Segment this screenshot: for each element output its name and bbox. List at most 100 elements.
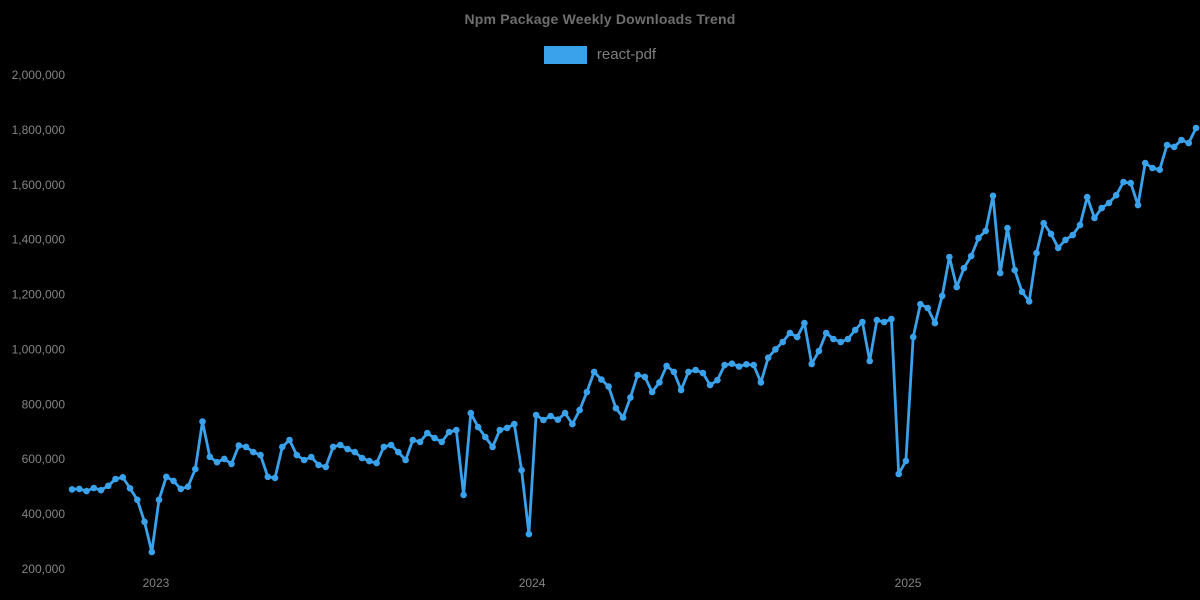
data-point[interactable] xyxy=(554,416,562,424)
data-point[interactable] xyxy=(627,394,634,401)
data-point[interactable] xyxy=(1170,143,1178,151)
data-point[interactable] xyxy=(163,473,170,481)
data-point[interactable] xyxy=(1062,236,1069,244)
data-point[interactable] xyxy=(1178,136,1185,144)
data-point[interactable] xyxy=(344,445,351,453)
data-point[interactable] xyxy=(90,484,98,492)
data-point[interactable] xyxy=(699,369,707,377)
data-point[interactable] xyxy=(902,457,910,465)
data-point[interactable] xyxy=(859,318,866,326)
data-point[interactable] xyxy=(235,442,243,449)
data-point[interactable] xyxy=(380,443,388,451)
data-point[interactable] xyxy=(1091,214,1098,222)
data-point[interactable] xyxy=(76,485,83,493)
data-point[interactable] xyxy=(1185,139,1192,147)
data-point[interactable] xyxy=(206,453,214,461)
data-point[interactable] xyxy=(1047,230,1055,238)
data-point[interactable] xyxy=(641,373,649,381)
data-point[interactable] xyxy=(402,456,409,464)
data-point[interactable] xyxy=(213,458,221,466)
data-point[interactable] xyxy=(489,443,496,451)
data-point[interactable] xyxy=(612,404,620,412)
data-point[interactable] xyxy=(634,371,641,379)
data-point[interactable] xyxy=(177,485,185,493)
data-point[interactable] xyxy=(830,335,837,343)
data-point[interactable] xyxy=(83,487,90,495)
data-point[interactable] xyxy=(373,459,380,467)
data-point[interactable] xyxy=(351,448,359,456)
data-point[interactable] xyxy=(424,429,431,437)
data-point[interactable] xyxy=(329,443,337,451)
data-point[interactable] xyxy=(772,346,779,353)
data-point[interactable] xyxy=(866,357,873,365)
data-point[interactable] xyxy=(1033,249,1040,257)
data-point[interactable] xyxy=(228,460,235,468)
data-point[interactable] xyxy=(199,418,206,425)
data-point[interactable] xyxy=(126,485,134,492)
data-point[interactable] xyxy=(757,379,765,386)
data-point[interactable] xyxy=(409,436,417,444)
data-point[interactable] xyxy=(663,362,670,370)
data-point[interactable] xyxy=(677,386,685,394)
data-point[interactable] xyxy=(706,381,714,389)
data-point[interactable] xyxy=(68,486,76,493)
data-point[interactable] xyxy=(844,335,852,343)
data-point[interactable] xyxy=(728,360,736,368)
data-point[interactable] xyxy=(192,465,199,473)
data-point[interactable] xyxy=(996,269,1004,277)
data-point[interactable] xyxy=(308,453,315,461)
data-point[interactable] xyxy=(119,474,127,481)
data-point[interactable] xyxy=(793,333,801,341)
data-point[interactable] xyxy=(250,448,257,456)
data-point[interactable] xyxy=(1011,266,1018,274)
data-point[interactable] xyxy=(764,354,772,362)
data-point[interactable] xyxy=(416,438,424,446)
data-point[interactable] xyxy=(453,426,460,434)
data-point[interactable] xyxy=(315,461,322,469)
data-point[interactable] xyxy=(358,454,366,462)
data-point[interactable] xyxy=(518,466,525,474)
data-point[interactable] xyxy=(1134,201,1142,209)
data-point[interactable] xyxy=(685,368,692,376)
data-point[interactable] xyxy=(511,420,518,428)
data-point[interactable] xyxy=(743,361,750,368)
data-point[interactable] xyxy=(1069,231,1076,239)
data-point[interactable] xyxy=(474,423,482,431)
data-point[interactable] xyxy=(779,338,786,346)
data-point[interactable] xyxy=(97,486,105,494)
data-point[interactable] xyxy=(1083,193,1091,201)
data-point[interactable] xyxy=(1120,178,1127,186)
data-point[interactable] xyxy=(547,412,554,420)
data-point[interactable] xyxy=(460,491,467,499)
data-point[interactable] xyxy=(750,361,757,369)
data-point[interactable] xyxy=(141,518,148,526)
data-point[interactable] xyxy=(134,496,141,504)
data-point[interactable] xyxy=(576,406,583,414)
data-point[interactable] xyxy=(242,443,250,451)
data-point[interactable] xyxy=(1054,244,1062,252)
data-point[interactable] xyxy=(1192,124,1200,132)
data-point[interactable] xyxy=(1004,224,1011,232)
data-point[interactable] xyxy=(1127,179,1134,187)
data-point[interactable] xyxy=(387,441,395,449)
data-point[interactable] xyxy=(786,329,794,337)
data-point[interactable] xyxy=(924,304,931,312)
data-point[interactable] xyxy=(264,473,272,481)
data-point[interactable] xyxy=(946,253,953,261)
data-point[interactable] xyxy=(648,388,656,396)
data-point[interactable] xyxy=(960,264,968,272)
data-point[interactable] xyxy=(815,347,823,355)
data-point[interactable] xyxy=(569,420,576,428)
data-point[interactable] xyxy=(975,234,982,242)
data-point[interactable] xyxy=(692,366,699,374)
data-point[interactable] xyxy=(221,455,228,463)
data-point[interactable] xyxy=(395,448,402,456)
data-point[interactable] xyxy=(271,474,279,482)
data-point[interactable] xyxy=(112,475,119,483)
data-point[interactable] xyxy=(895,470,902,478)
data-point[interactable] xyxy=(1163,141,1171,149)
data-point[interactable] xyxy=(590,368,598,376)
data-point[interactable] xyxy=(714,376,721,384)
data-point[interactable] xyxy=(105,482,112,490)
